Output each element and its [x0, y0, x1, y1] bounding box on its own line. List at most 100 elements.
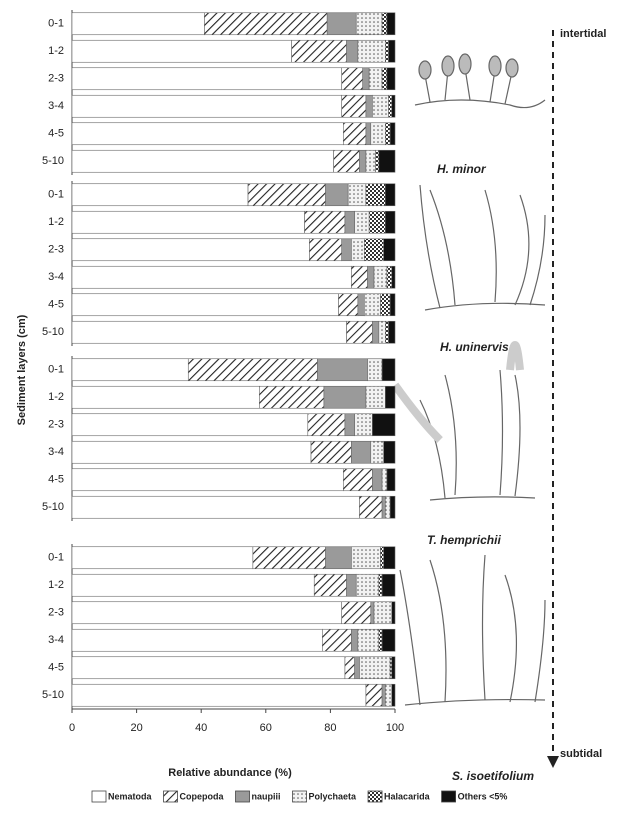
- bar-segment: [305, 211, 345, 233]
- bar-segment: [392, 684, 395, 706]
- bar-segment: [342, 95, 366, 117]
- species-label: T. hemprichii: [427, 533, 501, 547]
- bar-segment: [389, 40, 395, 62]
- bar-segment: [308, 414, 345, 436]
- bar-segment: [385, 211, 395, 233]
- bar-segment: [359, 496, 382, 518]
- legend-swatch: [164, 791, 178, 802]
- x-tick-label: 80: [324, 722, 336, 734]
- bar-segment: [372, 321, 378, 343]
- bar-segment: [369, 68, 382, 90]
- legend-label: naupiii: [252, 791, 281, 801]
- y-tick-label: 5-10: [42, 689, 64, 701]
- annotation: subtidal: [560, 748, 602, 760]
- bar-segment: [358, 40, 385, 62]
- legend-swatch: [92, 791, 106, 802]
- legend-label: Nematoda: [108, 791, 153, 801]
- y-tick-label: 1-2: [48, 391, 64, 403]
- bar-segment: [334, 150, 360, 172]
- bar-segment: [72, 184, 248, 206]
- bar-segment: [379, 321, 385, 343]
- y-tick-label: 2-3: [48, 244, 64, 256]
- y-tick-label: 4-5: [48, 662, 64, 674]
- bar-segment: [384, 547, 395, 569]
- bar-segment: [351, 441, 370, 463]
- bar-segment: [371, 123, 386, 145]
- bar-segment: [371, 602, 374, 624]
- bar-segment: [322, 629, 351, 651]
- bar-segment: [390, 496, 395, 518]
- bar-segment: [326, 547, 352, 569]
- bar-segment: [342, 239, 352, 261]
- bar-segment: [385, 496, 390, 518]
- bar-segment: [345, 414, 355, 436]
- bar-segment: [385, 386, 395, 408]
- bar-segment: [72, 68, 342, 90]
- bar-segment: [385, 321, 388, 343]
- bar-segment: [359, 657, 390, 679]
- bar-segment: [366, 184, 385, 206]
- bar-segment: [368, 359, 383, 381]
- bar-segment: [384, 239, 395, 261]
- bar-segment: [390, 294, 395, 316]
- bar-segment: [72, 239, 309, 261]
- y-tick-label: 5-10: [42, 501, 64, 513]
- bar-segment: [253, 547, 326, 569]
- bar-segment: [327, 13, 356, 35]
- bar-segment: [355, 414, 373, 436]
- legend-swatch: [293, 791, 307, 802]
- bar-segment: [379, 574, 382, 596]
- bar-segment: [351, 266, 367, 288]
- y-tick-label: 1-2: [48, 45, 64, 57]
- bar-segment: [380, 547, 383, 569]
- bar-segment: [374, 266, 387, 288]
- species-label: H. minor: [437, 162, 487, 176]
- legend-label: Copepoda: [180, 791, 225, 801]
- bar-segment: [72, 629, 322, 651]
- bar-segment: [372, 95, 388, 117]
- bar-segment: [338, 294, 357, 316]
- y-tick-label: 1-2: [48, 579, 64, 591]
- bar-segment: [387, 13, 395, 35]
- bar-segment: [372, 414, 395, 436]
- bar-segment: [72, 414, 308, 436]
- bar-segment: [356, 574, 379, 596]
- bar-segment: [387, 68, 395, 90]
- bar-segment: [363, 68, 369, 90]
- y-axis-label: Sediment layers (cm): [16, 314, 28, 425]
- bar-segment: [72, 657, 345, 679]
- bar-segment: [309, 239, 341, 261]
- bar-segment: [342, 602, 371, 624]
- bar-segment: [355, 657, 360, 679]
- bar-segment: [72, 266, 351, 288]
- bar-segment: [374, 602, 392, 624]
- bar-segment: [311, 441, 351, 463]
- chart: Sediment layers (cm) Relative abundance …: [0, 0, 627, 820]
- y-tick-label: 2-3: [48, 73, 64, 85]
- bar-segment: [72, 40, 292, 62]
- x-tick-label: 100: [386, 722, 404, 734]
- x-tick-label: 40: [195, 722, 207, 734]
- x-tick-label: 60: [260, 722, 272, 734]
- y-tick-label: 4-5: [48, 474, 64, 486]
- arrow-head: [547, 756, 559, 768]
- bar-segment: [385, 184, 395, 206]
- bar-segment: [72, 321, 347, 343]
- species-label: S. isoetifolium: [452, 769, 534, 783]
- x-tick-label: 0: [69, 722, 75, 734]
- bar-segment: [72, 496, 359, 518]
- y-tick-label: 4-5: [48, 299, 64, 311]
- bar-segment: [390, 123, 395, 145]
- bar-segment: [392, 266, 395, 288]
- species-label: H. uninervis: [440, 340, 509, 354]
- y-tick-label: 0-1: [48, 552, 64, 564]
- y-tick-label: 0-1: [48, 189, 64, 201]
- bar-segment: [72, 211, 305, 233]
- bar-segment: [382, 684, 385, 706]
- legend-swatch: [368, 791, 382, 802]
- bar-segment: [392, 657, 395, 679]
- bar-segment: [368, 266, 374, 288]
- bar-segment: [372, 469, 382, 491]
- y-tick-label: 1-2: [48, 216, 64, 228]
- bar-segment: [72, 359, 188, 381]
